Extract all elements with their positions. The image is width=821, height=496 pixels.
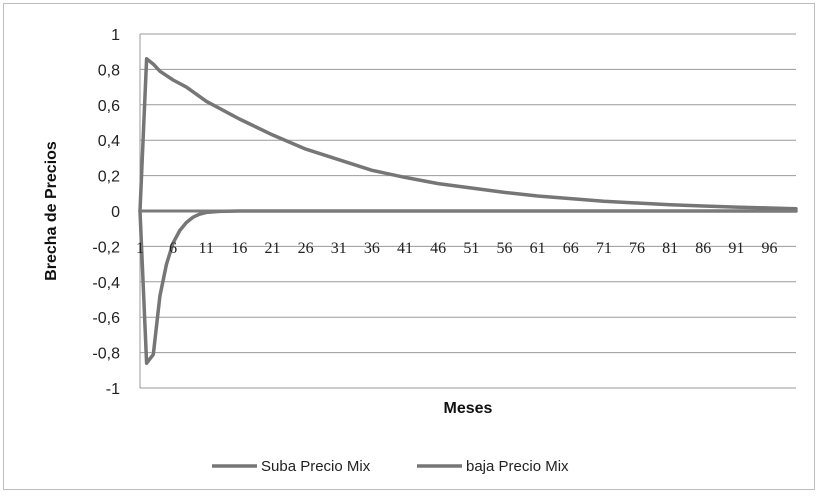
legend-label: Suba Precio Mix: [261, 458, 371, 475]
y-tick-label: 0,6: [98, 98, 120, 115]
y-tick-label: -0,6: [92, 310, 120, 327]
x-tick-label: 31: [331, 240, 347, 257]
y-tick-label: 0,8: [98, 62, 120, 79]
y-tick-label: 0,2: [98, 169, 120, 186]
y-tick-label: -0,8: [92, 346, 120, 363]
x-axis-title: Meses: [444, 400, 493, 417]
x-tick-label: 56: [496, 240, 512, 257]
series-line-2: [138, 209, 798, 365]
y-tick-label: -1: [106, 381, 120, 398]
x-tick-label: 6: [169, 240, 177, 257]
x-tick-label: 66: [563, 240, 579, 257]
x-tick-label: 16: [231, 240, 247, 257]
x-tick-label: 41: [397, 240, 413, 257]
x-tick-label: 96: [761, 240, 777, 257]
x-tick-label: 46: [430, 240, 446, 257]
gridlines: [139, 33, 796, 389]
y-tick-label: -0,4: [92, 275, 120, 292]
y-tick-label: -0,2: [92, 239, 120, 256]
x-tick-label: 61: [530, 240, 546, 257]
x-tick-label: 11: [199, 240, 214, 257]
x-tick-label: 36: [364, 240, 380, 257]
x-tick-label: 81: [662, 240, 678, 257]
x-tick-label: 21: [265, 240, 281, 257]
x-tick-label: 51: [463, 240, 479, 257]
y-tick-label: 0,4: [98, 133, 120, 150]
x-tick-label: 26: [298, 240, 314, 257]
y-tick-label: 1: [111, 27, 120, 44]
x-tick-label: 91: [728, 240, 744, 257]
x-tick-label: 76: [629, 240, 645, 257]
y-axis-title: Brecha de Precios: [43, 141, 60, 281]
x-tick-label: 86: [695, 240, 711, 257]
y-tick-label: 0: [111, 204, 120, 221]
x-tick-label: 71: [596, 240, 612, 257]
series-line-1: [138, 57, 798, 213]
legend-label: baja Precio Mix: [466, 458, 569, 475]
x-tick-label: 1: [136, 240, 144, 257]
x-tick-labels: 1 6 11 16 21 26 31 36 41 46 51 56 61 66 71 76 81 86 91 96: [136, 240, 777, 257]
legend: Suba Precio Mix baja Precio Mix: [212, 458, 569, 475]
y-tick-labels: 1 0,8 0,6 0,4 0,2 0 -0,2 -0,4 -0,6 -0,8 -1: [92, 27, 120, 398]
